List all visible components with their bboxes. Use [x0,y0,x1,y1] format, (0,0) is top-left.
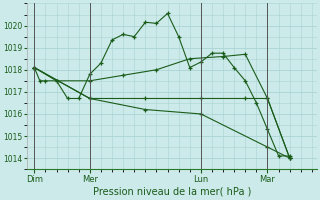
X-axis label: Pression niveau de la mer( hPa ): Pression niveau de la mer( hPa ) [92,187,251,197]
